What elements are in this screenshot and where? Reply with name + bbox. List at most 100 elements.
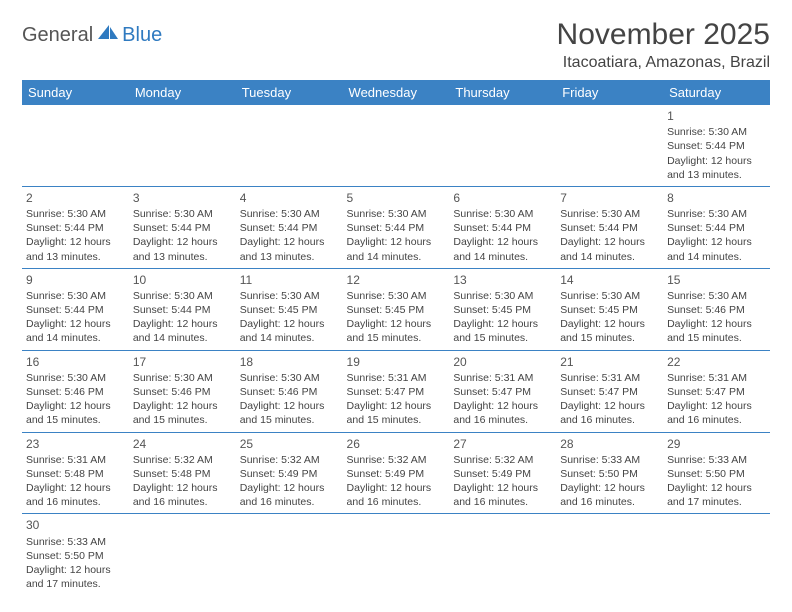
day-number: 18 xyxy=(240,354,339,370)
calendar-cell xyxy=(343,105,450,186)
sunset-text: Sunset: 5:49 PM xyxy=(240,467,339,481)
daylight-text: Daylight: 12 hours and 13 minutes. xyxy=(240,235,339,263)
daylight-text: Daylight: 12 hours and 13 minutes. xyxy=(667,154,766,182)
day-number: 20 xyxy=(453,354,552,370)
day-header-row: Sunday Monday Tuesday Wednesday Thursday… xyxy=(22,80,770,105)
sunrise-text: Sunrise: 5:30 AM xyxy=(26,371,125,385)
calendar-cell: 10Sunrise: 5:30 AMSunset: 5:44 PMDayligh… xyxy=(129,268,236,350)
day-number: 24 xyxy=(133,436,232,452)
sunrise-text: Sunrise: 5:32 AM xyxy=(347,453,446,467)
calendar-cell: 15Sunrise: 5:30 AMSunset: 5:46 PMDayligh… xyxy=(663,268,770,350)
calendar-cell: 24Sunrise: 5:32 AMSunset: 5:48 PMDayligh… xyxy=(129,432,236,514)
sunrise-text: Sunrise: 5:30 AM xyxy=(453,289,552,303)
sunrise-text: Sunrise: 5:33 AM xyxy=(560,453,659,467)
sunrise-text: Sunrise: 5:30 AM xyxy=(26,289,125,303)
sunset-text: Sunset: 5:50 PM xyxy=(26,549,125,563)
daylight-text: Daylight: 12 hours and 17 minutes. xyxy=(667,481,766,509)
sunrise-text: Sunrise: 5:30 AM xyxy=(667,207,766,221)
calendar-week-row: 23Sunrise: 5:31 AMSunset: 5:48 PMDayligh… xyxy=(22,432,770,514)
calendar-table: Sunday Monday Tuesday Wednesday Thursday… xyxy=(22,80,770,595)
sunrise-text: Sunrise: 5:33 AM xyxy=(667,453,766,467)
daylight-text: Daylight: 12 hours and 15 minutes. xyxy=(347,317,446,345)
day-header: Friday xyxy=(556,80,663,105)
daylight-text: Daylight: 12 hours and 14 minutes. xyxy=(26,317,125,345)
day-number: 13 xyxy=(453,272,552,288)
sunset-text: Sunset: 5:46 PM xyxy=(133,385,232,399)
sunset-text: Sunset: 5:45 PM xyxy=(560,303,659,317)
daylight-text: Daylight: 12 hours and 17 minutes. xyxy=(26,563,125,591)
day-number: 29 xyxy=(667,436,766,452)
logo: General Blue xyxy=(22,24,162,47)
sunrise-text: Sunrise: 5:31 AM xyxy=(667,371,766,385)
day-number: 8 xyxy=(667,190,766,206)
sunrise-text: Sunrise: 5:30 AM xyxy=(347,207,446,221)
sunrise-text: Sunrise: 5:30 AM xyxy=(560,289,659,303)
day-number: 2 xyxy=(26,190,125,206)
calendar-cell: 28Sunrise: 5:33 AMSunset: 5:50 PMDayligh… xyxy=(556,432,663,514)
sunrise-text: Sunrise: 5:30 AM xyxy=(26,207,125,221)
sunrise-text: Sunrise: 5:30 AM xyxy=(133,289,232,303)
daylight-text: Daylight: 12 hours and 16 minutes. xyxy=(240,481,339,509)
sunrise-text: Sunrise: 5:30 AM xyxy=(347,289,446,303)
sunset-text: Sunset: 5:50 PM xyxy=(667,467,766,481)
day-number: 12 xyxy=(347,272,446,288)
sunrise-text: Sunrise: 5:30 AM xyxy=(133,207,232,221)
location-label: Itacoatiara, Amazonas, Brazil xyxy=(557,54,770,72)
calendar-cell: 22Sunrise: 5:31 AMSunset: 5:47 PMDayligh… xyxy=(663,350,770,432)
day-header: Sunday xyxy=(22,80,129,105)
calendar-cell: 4Sunrise: 5:30 AMSunset: 5:44 PMDaylight… xyxy=(236,186,343,268)
sunset-text: Sunset: 5:46 PM xyxy=(667,303,766,317)
calendar-cell: 6Sunrise: 5:30 AMSunset: 5:44 PMDaylight… xyxy=(449,186,556,268)
calendar-cell: 30Sunrise: 5:33 AMSunset: 5:50 PMDayligh… xyxy=(22,514,129,595)
calendar-cell: 13Sunrise: 5:30 AMSunset: 5:45 PMDayligh… xyxy=(449,268,556,350)
sail-icon xyxy=(97,24,119,47)
sunset-text: Sunset: 5:45 PM xyxy=(347,303,446,317)
calendar-cell xyxy=(22,105,129,186)
calendar-cell xyxy=(449,514,556,595)
sunrise-text: Sunrise: 5:30 AM xyxy=(240,207,339,221)
day-number: 16 xyxy=(26,354,125,370)
logo-text-blue: Blue xyxy=(122,24,162,47)
day-number: 22 xyxy=(667,354,766,370)
calendar-cell xyxy=(236,514,343,595)
sunrise-text: Sunrise: 5:30 AM xyxy=(560,207,659,221)
daylight-text: Daylight: 12 hours and 14 minutes. xyxy=(560,235,659,263)
sunset-text: Sunset: 5:44 PM xyxy=(347,221,446,235)
day-header: Saturday xyxy=(663,80,770,105)
sunset-text: Sunset: 5:49 PM xyxy=(453,467,552,481)
day-number: 15 xyxy=(667,272,766,288)
calendar-week-row: 1Sunrise: 5:30 AMSunset: 5:44 PMDaylight… xyxy=(22,105,770,186)
day-header: Tuesday xyxy=(236,80,343,105)
logo-text-general: General xyxy=(22,24,93,47)
daylight-text: Daylight: 12 hours and 16 minutes. xyxy=(560,399,659,427)
calendar-cell xyxy=(449,105,556,186)
page-title: November 2025 xyxy=(557,18,770,52)
daylight-text: Daylight: 12 hours and 16 minutes. xyxy=(347,481,446,509)
sunset-text: Sunset: 5:44 PM xyxy=(240,221,339,235)
sunset-text: Sunset: 5:44 PM xyxy=(133,303,232,317)
day-number: 30 xyxy=(26,517,125,533)
sunrise-text: Sunrise: 5:32 AM xyxy=(453,453,552,467)
calendar-week-row: 30Sunrise: 5:33 AMSunset: 5:50 PMDayligh… xyxy=(22,514,770,595)
day-number: 4 xyxy=(240,190,339,206)
sunset-text: Sunset: 5:45 PM xyxy=(453,303,552,317)
day-number: 25 xyxy=(240,436,339,452)
calendar-cell: 29Sunrise: 5:33 AMSunset: 5:50 PMDayligh… xyxy=(663,432,770,514)
day-number: 1 xyxy=(667,108,766,124)
sunset-text: Sunset: 5:44 PM xyxy=(133,221,232,235)
sunset-text: Sunset: 5:48 PM xyxy=(26,467,125,481)
calendar-cell: 17Sunrise: 5:30 AMSunset: 5:46 PMDayligh… xyxy=(129,350,236,432)
day-header: Monday xyxy=(129,80,236,105)
sunset-text: Sunset: 5:47 PM xyxy=(453,385,552,399)
day-number: 5 xyxy=(347,190,446,206)
sunrise-text: Sunrise: 5:31 AM xyxy=(347,371,446,385)
calendar-cell: 27Sunrise: 5:32 AMSunset: 5:49 PMDayligh… xyxy=(449,432,556,514)
sunrise-text: Sunrise: 5:30 AM xyxy=(453,207,552,221)
calendar-cell: 11Sunrise: 5:30 AMSunset: 5:45 PMDayligh… xyxy=(236,268,343,350)
calendar-cell: 2Sunrise: 5:30 AMSunset: 5:44 PMDaylight… xyxy=(22,186,129,268)
daylight-text: Daylight: 12 hours and 15 minutes. xyxy=(560,317,659,345)
calendar-cell: 8Sunrise: 5:30 AMSunset: 5:44 PMDaylight… xyxy=(663,186,770,268)
daylight-text: Daylight: 12 hours and 16 minutes. xyxy=(667,399,766,427)
sunrise-text: Sunrise: 5:30 AM xyxy=(240,371,339,385)
calendar-cell: 23Sunrise: 5:31 AMSunset: 5:48 PMDayligh… xyxy=(22,432,129,514)
